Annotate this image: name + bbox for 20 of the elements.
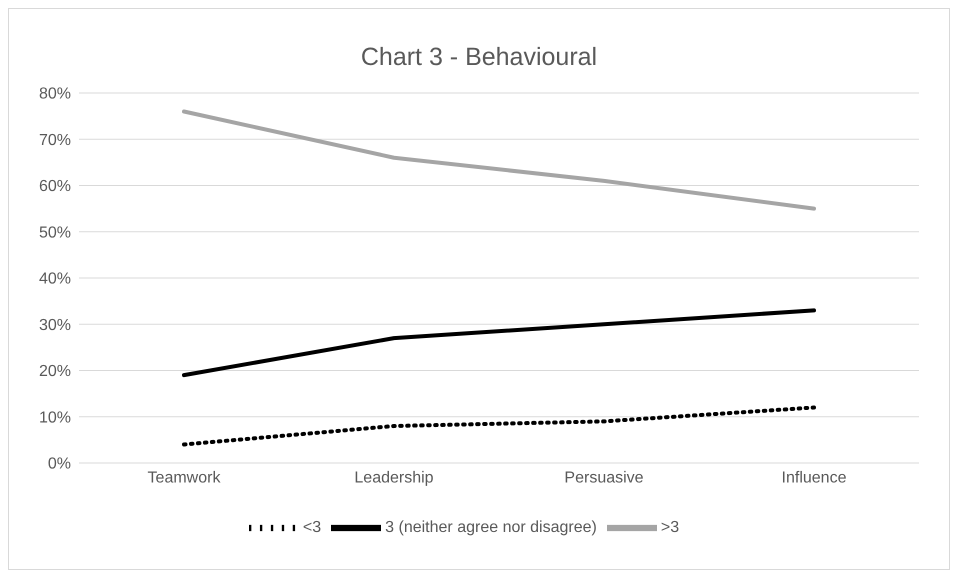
y-tick-label: 50%: [38, 224, 71, 242]
legend-label: <3: [302, 519, 322, 536]
y-tick-label: 10%: [38, 409, 71, 426]
y-tick-label: 0%: [48, 456, 71, 473]
chart-title: Chart 3 - Behavioural: [360, 42, 598, 73]
legend-label: 3 (neither agree nor disagree): [385, 519, 597, 536]
y-tick-label: 80%: [38, 86, 71, 103]
x-tick-label: Teamwork: [148, 469, 222, 486]
x-tick-label: Persuasive: [564, 469, 644, 486]
line-series: [182, 308, 816, 378]
legend-label: >3: [660, 519, 680, 536]
line-series: [182, 110, 816, 211]
y-tick-label: 60%: [38, 178, 71, 196]
y-tick-label: 70%: [38, 132, 71, 149]
y-tick-label: 20%: [38, 363, 71, 380]
line-series: [182, 406, 816, 446]
x-tick-label: Influence: [782, 469, 847, 486]
x-tick-label: Leadership: [354, 469, 434, 486]
y-tick-label: 40%: [38, 270, 71, 288]
y-tick-label: 30%: [38, 316, 71, 334]
